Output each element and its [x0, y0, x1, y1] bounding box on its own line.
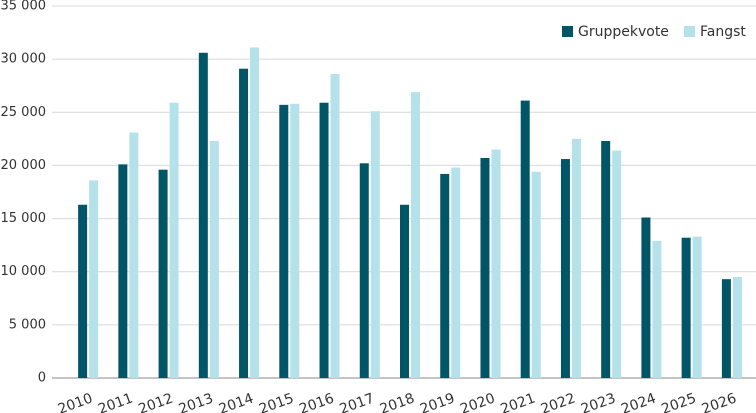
x-tick-label: 2012: [136, 390, 175, 413]
bar: [89, 180, 99, 378]
bar: [169, 102, 179, 378]
bar: [319, 102, 329, 378]
legend-label: Gruppekvote: [578, 24, 669, 40]
bar: [440, 173, 450, 378]
x-tick-label: 2013: [177, 390, 216, 413]
bar: [531, 171, 541, 378]
bar: [158, 169, 168, 378]
bar: [560, 159, 570, 378]
x-tick-label: 2022: [539, 390, 578, 413]
y-tick-label: 25 000: [1, 105, 47, 120]
y-tick-label: 15 000: [1, 211, 47, 226]
bar: [279, 104, 289, 379]
bar: [571, 138, 581, 378]
x-tick-label: 2020: [458, 390, 497, 413]
bar: [732, 277, 742, 378]
bar: [370, 111, 380, 379]
bar: [290, 103, 300, 378]
bar: [129, 132, 139, 378]
bar: [721, 279, 731, 378]
y-tick-label: 5 000: [9, 317, 46, 332]
bar: [520, 100, 530, 378]
bar: [451, 167, 461, 378]
legend-swatch: [684, 26, 695, 37]
bar: [652, 240, 662, 378]
x-tick-label: 2014: [217, 390, 256, 413]
x-tick-label: 2018: [378, 390, 417, 413]
x-tick-label: 2025: [659, 390, 698, 413]
x-tick-label: 2016: [297, 390, 336, 413]
bar: [400, 204, 409, 378]
bar: [78, 204, 88, 378]
bar: [601, 140, 611, 378]
x-tick-label: 2019: [418, 390, 457, 413]
x-tick-label: 2026: [700, 390, 739, 413]
x-tick-label: 2024: [619, 390, 658, 413]
x-tick-label: 2010: [56, 390, 95, 413]
y-tick-label: 30 000: [1, 52, 47, 67]
x-tick-label: 2011: [96, 390, 135, 413]
y-tick-label: 10 000: [1, 264, 47, 279]
x-tick-label: 2021: [498, 390, 537, 413]
y-tick-label: 35 000: [1, 0, 47, 14]
bar: [118, 164, 128, 378]
y-tick-label: 20 000: [1, 158, 47, 173]
bar: [209, 140, 219, 378]
bar: [692, 236, 702, 378]
bar: [198, 52, 208, 378]
bar: [491, 149, 501, 378]
x-tick-label: 2017: [338, 390, 377, 413]
bar: [250, 47, 260, 379]
bar: [641, 217, 651, 378]
y-tick-label: 0: [38, 371, 46, 386]
bar: [681, 237, 691, 378]
bar: [480, 157, 490, 378]
bar: [359, 163, 369, 378]
bar: [239, 68, 249, 379]
bar: [612, 150, 622, 378]
bar: [330, 74, 340, 378]
x-tick-label: 2023: [579, 390, 618, 413]
x-tick-label: 2015: [257, 390, 296, 413]
bar: [411, 92, 420, 378]
legend-swatch: [562, 26, 573, 37]
legend-label: Fangst: [700, 24, 746, 40]
